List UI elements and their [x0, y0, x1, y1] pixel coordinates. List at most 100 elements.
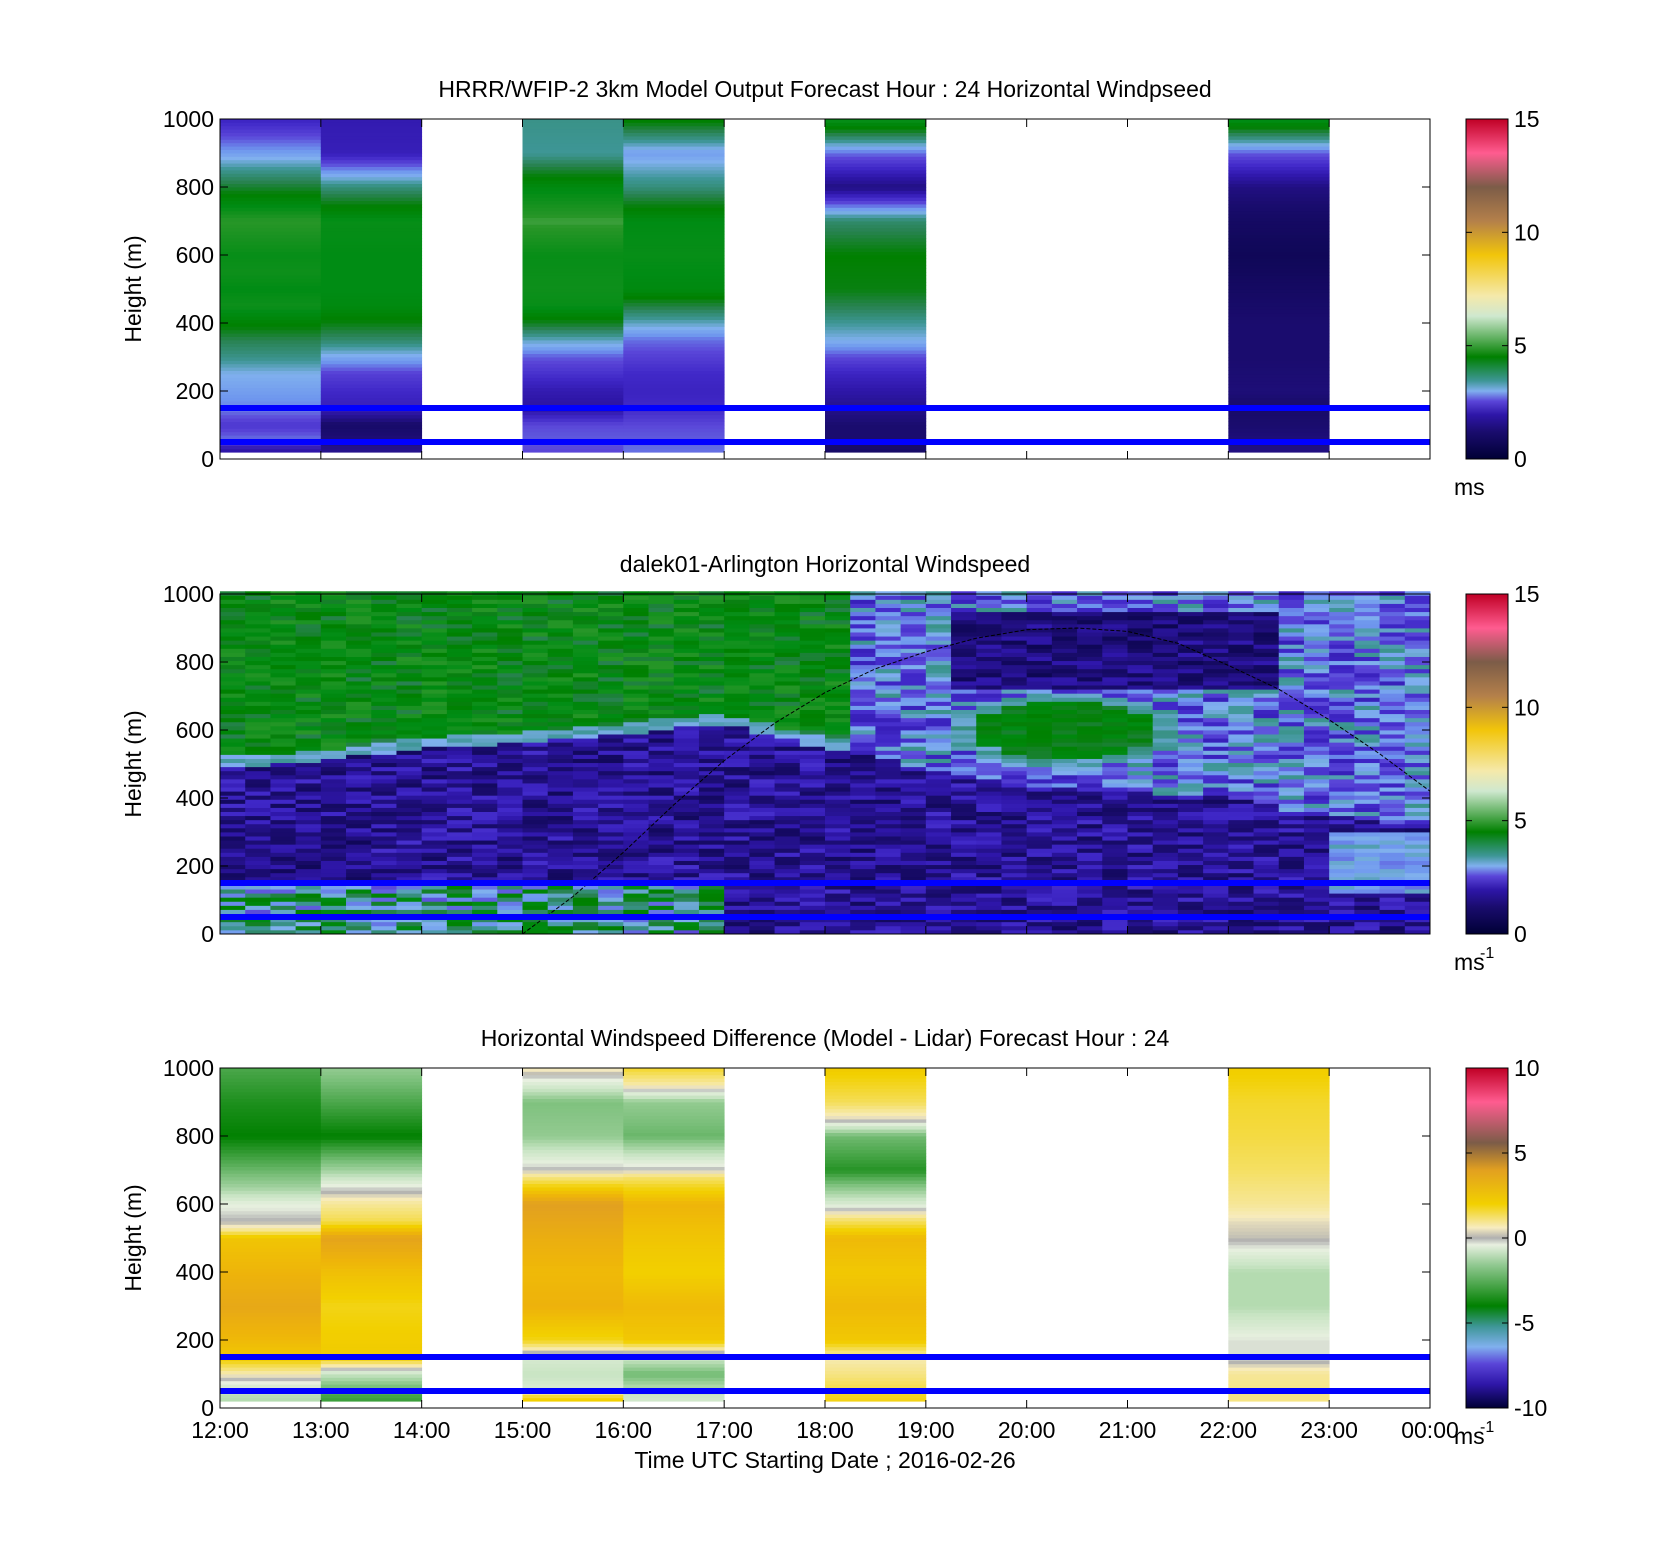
heatmap-cell	[245, 644, 271, 649]
heatmap-cell	[976, 640, 1002, 645]
heatmap-cell	[472, 758, 498, 764]
heatmap-cell	[875, 628, 902, 633]
heatmap-cell	[1253, 791, 1280, 796]
heatmap-cell	[825, 163, 927, 167]
heatmap-cell	[1228, 353, 1330, 358]
heatmap-cell	[1329, 844, 1355, 849]
heatmap-cell	[875, 668, 902, 674]
heatmap-cell	[522, 377, 624, 382]
heatmap-cell	[421, 778, 448, 784]
heatmap-cell	[572, 905, 599, 910]
heatmap-cell	[346, 929, 372, 935]
heatmap-cell	[320, 738, 347, 743]
heatmap-cell	[1404, 693, 1431, 698]
heatmap-cell	[648, 832, 675, 837]
heatmap-cell	[522, 1374, 624, 1378]
heatmap-cell	[472, 628, 498, 633]
heatmap-cell	[875, 738, 902, 743]
heatmap-cell	[270, 774, 297, 780]
heatmap-cell	[522, 713, 549, 719]
heatmap-cell	[320, 448, 423, 453]
heatmap-cell	[270, 721, 297, 727]
heatmap-cell	[346, 864, 372, 870]
heatmap-cell	[698, 599, 725, 604]
heatmap-cell	[1102, 921, 1128, 927]
heatmap-cell	[1329, 615, 1355, 621]
heatmap-cell	[1354, 738, 1380, 743]
heatmap-cell	[976, 762, 1002, 768]
heatmap-cell	[396, 844, 423, 849]
heatmap-cell	[648, 762, 675, 768]
heatmap-cell	[572, 783, 599, 788]
heatmap-cell	[1026, 811, 1053, 817]
heatmap-cell	[1026, 909, 1053, 914]
heatmap-cell	[825, 391, 927, 395]
heatmap-cell	[875, 693, 902, 698]
heatmap-cell	[1228, 852, 1254, 857]
heatmap-cell	[446, 713, 473, 719]
heatmap-cell	[371, 885, 397, 890]
heatmap-cell	[1203, 787, 1229, 792]
heatmap-cell	[346, 783, 372, 788]
heatmap-cell	[799, 693, 826, 698]
heatmap-cell	[976, 921, 1002, 927]
heatmap-cell	[245, 689, 271, 694]
heatmap-cell	[472, 783, 498, 788]
heatmap-cell	[799, 848, 826, 853]
heatmap-cell	[1329, 811, 1355, 817]
heatmap-cell	[547, 607, 574, 613]
heatmap-cell	[522, 142, 624, 147]
heatmap-cell	[421, 648, 448, 653]
heatmap-cell	[295, 676, 322, 682]
heatmap-cell	[396, 689, 423, 694]
heatmap-cell	[320, 901, 347, 906]
heatmap-cell	[1051, 872, 1078, 878]
heatmap-cell	[1102, 872, 1128, 878]
heatmap-cell	[320, 1272, 423, 1276]
heatmap-cell	[245, 921, 271, 927]
heatmap-cell	[1102, 770, 1128, 776]
heatmap-cell	[1127, 648, 1154, 653]
heatmap-cell	[522, 909, 549, 914]
heatmap-cell	[951, 644, 977, 649]
heatmap-cell	[346, 685, 372, 690]
heatmap-cell	[446, 689, 473, 694]
heatmap-cell	[1203, 656, 1229, 662]
heatmap-cell	[850, 730, 876, 735]
heatmap-cell	[648, 709, 675, 715]
heatmap-cell	[1228, 329, 1330, 334]
heatmap-cell	[270, 807, 297, 812]
heatmap-cell	[1228, 689, 1254, 694]
heatmap-cell	[1379, 897, 1406, 902]
heatmap-cell	[1203, 783, 1229, 788]
heatmap-cell	[220, 1217, 322, 1222]
heatmap-cell	[371, 872, 397, 878]
heatmap-cell	[320, 1370, 423, 1375]
heatmap-cell	[698, 607, 725, 613]
heatmap-cell	[320, 329, 423, 334]
heatmap-cell	[1354, 897, 1380, 902]
heatmap-cell	[1379, 754, 1406, 759]
heatmap-cell	[673, 827, 700, 833]
heatmap-cell	[774, 754, 801, 759]
heatmap-cell	[1404, 717, 1431, 723]
heatmap-cell	[220, 190, 322, 195]
heatmap-cell	[295, 864, 322, 870]
heatmap-cell	[925, 607, 952, 613]
heatmap-cell	[1127, 803, 1154, 808]
heatmap-cell	[472, 925, 498, 931]
heatmap-cell	[825, 350, 927, 354]
heatmap-cell	[698, 836, 725, 841]
heatmap-cell	[875, 848, 902, 853]
heatmap-cell	[522, 414, 624, 419]
heatmap-cell	[951, 705, 977, 710]
heatmap-cell	[1228, 275, 1330, 280]
heatmap-cell	[1102, 803, 1128, 808]
heatmap-cell	[1051, 754, 1078, 759]
heatmap-cell	[346, 868, 372, 874]
heatmap-cell	[623, 370, 725, 375]
heatmap-cell	[799, 774, 826, 780]
heatmap-cell	[648, 860, 675, 866]
heatmap-cell	[1001, 668, 1028, 674]
heatmap-cell	[825, 713, 851, 719]
